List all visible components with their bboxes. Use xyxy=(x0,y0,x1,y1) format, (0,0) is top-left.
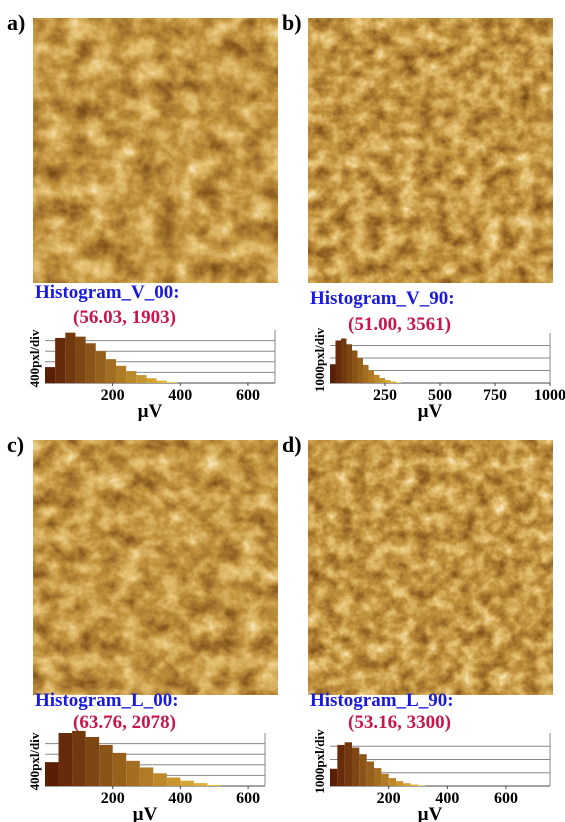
histogram-bar xyxy=(105,359,117,383)
histogram-bar xyxy=(166,777,181,786)
histogram-bar xyxy=(335,340,341,383)
histogram-bar xyxy=(357,358,363,383)
y-axis-label: 1000pxl/div xyxy=(312,729,327,794)
histogram-bar xyxy=(390,381,396,383)
histogram-bar xyxy=(65,332,76,383)
histogram-title: Histogram_V_90: xyxy=(310,288,455,309)
histogram-bar xyxy=(99,744,113,786)
histogram-bar xyxy=(410,784,418,786)
histogram-bar xyxy=(45,762,59,786)
y-axis-label: 1000pxl/div xyxy=(312,327,327,392)
histogram-bar xyxy=(116,365,127,383)
histogram-bar xyxy=(156,380,167,383)
x-tick-label: 750 xyxy=(483,387,507,404)
histogram-title: Histogram_L_00: xyxy=(35,690,179,711)
histogram-bar xyxy=(45,367,56,383)
histogram-bar xyxy=(72,730,86,786)
histogram-bar xyxy=(352,350,358,383)
histogram-bar xyxy=(403,783,411,786)
histogram-bar xyxy=(180,780,194,786)
histogram-title: Histogram_V_00: xyxy=(35,282,180,303)
histogram-bar xyxy=(58,733,73,786)
histogram-bar xyxy=(136,375,147,383)
histogram-bar xyxy=(95,351,106,383)
histogram-bar xyxy=(146,378,157,383)
panel-label: c) xyxy=(7,432,24,457)
histogram-bar xyxy=(352,747,360,786)
x-axis-label: µV xyxy=(133,804,158,822)
afm-image xyxy=(308,440,553,695)
x-axis-label: µV xyxy=(418,804,443,822)
histogram-bar xyxy=(330,364,336,383)
histogram-bar xyxy=(368,370,374,383)
histogram-bar xyxy=(337,744,345,786)
histogram-bar xyxy=(126,371,137,383)
histogram-bar xyxy=(363,364,369,383)
afm-image xyxy=(33,18,278,283)
histogram-bar xyxy=(379,378,385,383)
x-tick-label: 400 xyxy=(168,387,192,404)
histogram-bar xyxy=(85,343,96,383)
panel-label: b) xyxy=(282,10,302,35)
histogram-bar xyxy=(381,773,389,786)
histogram-bar xyxy=(396,781,404,786)
histogram-bar xyxy=(193,783,208,786)
histogram-bar xyxy=(330,768,338,786)
histogram-bar xyxy=(126,760,140,786)
x-axis-label: µV xyxy=(138,401,163,422)
histogram-bar xyxy=(207,784,221,786)
histogram-bar xyxy=(166,382,177,383)
histogram-bar xyxy=(85,736,100,786)
x-tick-label: 200 xyxy=(377,790,401,807)
histogram-bar xyxy=(75,336,86,383)
histogram-bar xyxy=(346,344,352,383)
panel-label: a) xyxy=(7,10,25,35)
y-axis-label: 400pxl/div xyxy=(27,329,42,387)
histogram-bar xyxy=(139,767,154,786)
x-tick-label: 200 xyxy=(101,387,125,404)
histogram-bar xyxy=(359,754,367,786)
x-tick-label: 600 xyxy=(236,790,260,807)
x-tick-label: 1000 xyxy=(534,387,565,404)
peak-label: (51.00, 3561) xyxy=(348,314,451,335)
x-tick-label: 400 xyxy=(168,790,192,807)
histogram-bar xyxy=(396,382,402,383)
afm-image xyxy=(308,18,553,283)
peak-label: (63.76, 2078) xyxy=(73,712,176,733)
x-tick-label: 200 xyxy=(101,790,125,807)
histogram-bar xyxy=(374,374,380,383)
peak-label: (56.03, 1903) xyxy=(73,307,176,328)
histogram-bar xyxy=(55,337,66,383)
histogram-title: Histogram_L_90: xyxy=(310,690,454,711)
histogram-bar xyxy=(385,380,391,383)
x-tick-label: 500 xyxy=(428,387,452,404)
x-axis-label: µV xyxy=(418,401,443,422)
histogram-bar xyxy=(344,742,352,786)
x-tick-label: 250 xyxy=(373,387,397,404)
panel-label: d) xyxy=(282,432,302,457)
histogram-bar xyxy=(374,768,382,786)
histogram-bar xyxy=(418,785,426,786)
x-tick-label: 600 xyxy=(494,790,518,807)
afm-image xyxy=(33,440,278,695)
peak-label: (53.16, 3300) xyxy=(348,712,451,733)
histogram-bar xyxy=(153,773,167,786)
x-tick-label: 600 xyxy=(236,387,260,404)
histogram-bar xyxy=(366,761,374,786)
histogram-bar xyxy=(112,752,127,786)
x-tick-label: 400 xyxy=(435,790,459,807)
y-axis-label: 400pxl/div xyxy=(27,732,42,790)
histogram-bar xyxy=(388,778,396,786)
histogram-bar xyxy=(341,338,347,383)
